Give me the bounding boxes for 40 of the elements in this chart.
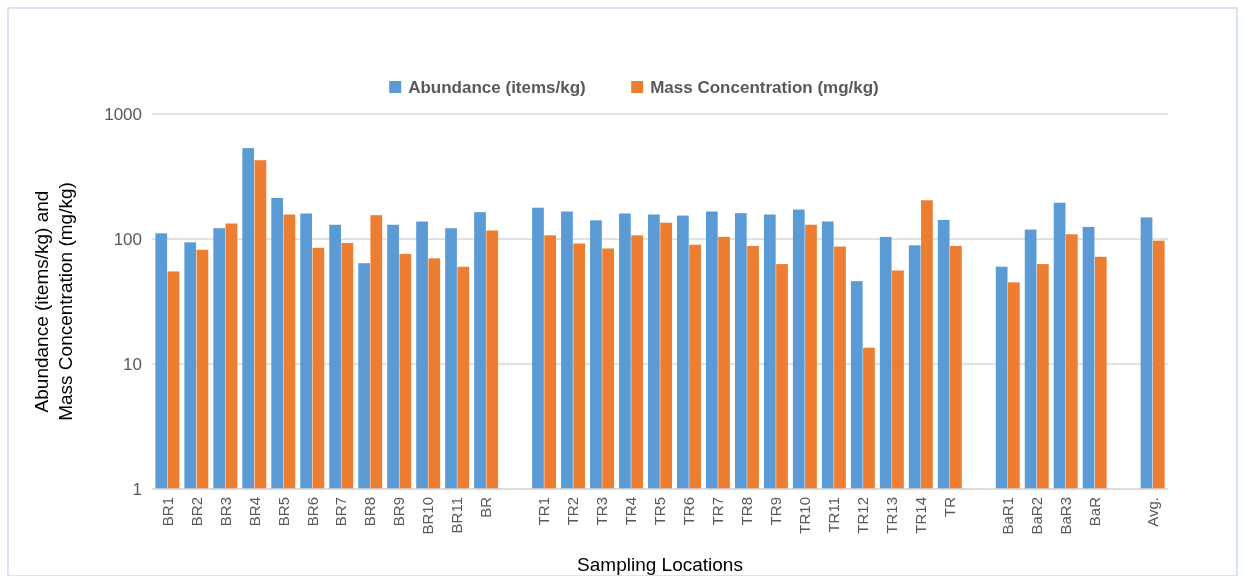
x-tick-label: BR10 xyxy=(419,497,437,535)
x-tick-label: TR4 xyxy=(622,497,640,526)
y-tick-label: 100 xyxy=(113,229,142,249)
x-axis-title: Sampling Locations xyxy=(577,554,743,575)
legend-label: Abundance (items/kg) xyxy=(408,77,586,97)
x-tick-label: BR7 xyxy=(332,497,350,527)
x-tick-label: TR2 xyxy=(564,497,582,526)
x-tick-label: TR14 xyxy=(912,497,930,534)
x-tick-label: TR13 xyxy=(883,497,901,534)
x-tick-label: TR10 xyxy=(796,497,814,534)
x-tick-label: TR xyxy=(941,496,959,517)
x-tick-label: TR5 xyxy=(651,497,669,526)
x-tick-label: BR xyxy=(477,496,495,518)
x-tick-label: TR1 xyxy=(535,497,553,526)
x-tick-label: BR6 xyxy=(303,497,321,527)
x-tick-label: TR12 xyxy=(854,497,872,534)
x-tick-label: TR6 xyxy=(680,497,698,526)
x-tick-label: BR4 xyxy=(245,497,263,527)
legend-label: Mass Concentration (mg/kg) xyxy=(650,77,879,97)
x-tick-label: BaR2 xyxy=(1027,497,1045,535)
x-tick-label: BR2 xyxy=(187,497,205,527)
x-tick-label: BaR1 xyxy=(999,497,1016,535)
x-tick-label: TR3 xyxy=(593,497,611,526)
x-tick-label: Avg. xyxy=(1143,497,1161,527)
x-tick-label: BaR xyxy=(1085,496,1103,527)
y-tick-label: 1000 xyxy=(104,104,142,124)
x-tick-label: BR1 xyxy=(158,497,176,527)
x-tick-label: TR8 xyxy=(738,497,756,526)
x-tick-label: BR5 xyxy=(274,497,292,527)
y-axis-title: Abundance (items/kg) and Mass Concentration (mg/kg) xyxy=(31,182,76,421)
x-tick-label: BR9 xyxy=(390,497,408,527)
x-tick-label: TR9 xyxy=(767,497,785,526)
x-tick-label: TR7 xyxy=(709,497,727,526)
x-tick-label: BaR3 xyxy=(1056,497,1074,535)
x-tick-label: BR8 xyxy=(361,497,379,527)
x-tick-label: BR3 xyxy=(216,497,234,527)
y-tick-label: 1 xyxy=(132,479,142,499)
y-tick-label: 10 xyxy=(123,354,142,374)
x-tick-label: TR11 xyxy=(825,497,843,533)
x-tick-label: BR11 xyxy=(448,497,466,534)
